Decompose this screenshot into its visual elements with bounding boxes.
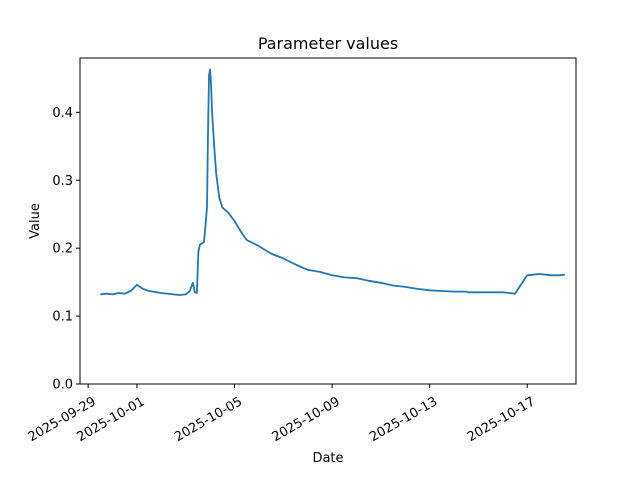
x-tick-label: 2025-10-05: [172, 394, 245, 445]
y-axis-label: Value: [28, 203, 43, 239]
x-tick-label: 2025-10-09: [270, 394, 343, 445]
y-tick-label: 0.0: [52, 378, 73, 393]
x-tick-label: 2025-10-13: [367, 394, 440, 445]
y-tick-label: 0.2: [52, 242, 73, 257]
y-tick-label: 0.1: [52, 310, 73, 325]
chart-title: Parameter values: [258, 34, 398, 53]
series-line: [100, 68, 565, 296]
y-tick-label: 0.3: [52, 174, 73, 189]
y-axis-ticks: 0.0 0.1 0.2 0.3 0.4: [52, 106, 80, 393]
x-tick-label: 2025-10-17: [465, 394, 538, 445]
y-tick-label: 0.4: [52, 106, 73, 121]
plot-frame: [79, 57, 577, 385]
x-axis-label: Date: [312, 451, 343, 466]
